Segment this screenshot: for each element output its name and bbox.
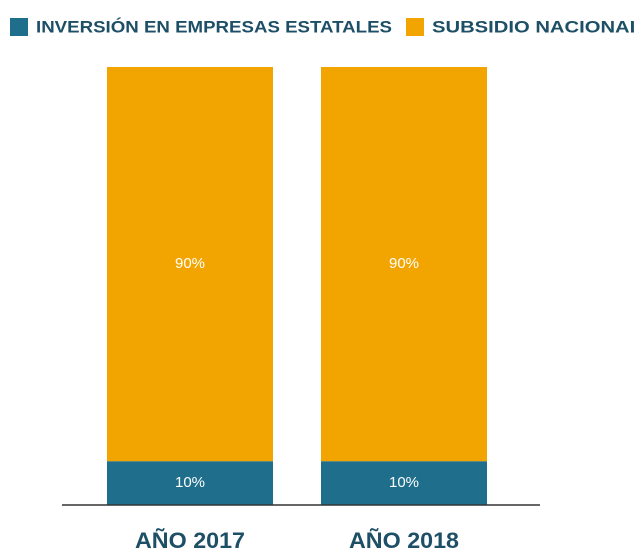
legend-swatch — [406, 18, 424, 36]
legend-label: INVERSIÓN EN EMPRESAS ESTATALES — [36, 17, 392, 36]
x-tick-label: AÑO 2017 — [135, 528, 245, 553]
value-label: 10% — [389, 474, 419, 491]
bar-segment — [321, 67, 487, 462]
legend-label: SUBSIDIO NACIONAL — [432, 17, 634, 36]
value-label: 10% — [175, 474, 205, 491]
bar-segment — [321, 461, 487, 505]
bar-segment — [107, 67, 273, 462]
x-tick-label: AÑO 2018 — [349, 528, 459, 553]
value-label: 90% — [175, 255, 205, 272]
legend-swatch — [10, 18, 28, 36]
bar-segment — [107, 461, 273, 505]
value-label: 90% — [389, 255, 419, 272]
